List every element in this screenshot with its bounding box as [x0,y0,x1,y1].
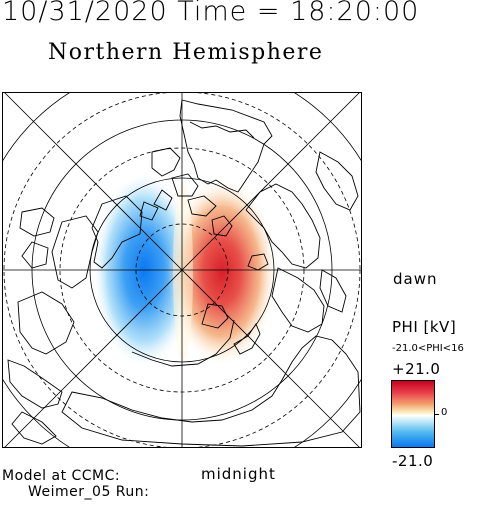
run-label: Weimer_05 Run: [28,484,150,500]
model-label: Model at CCMC: [2,468,121,484]
colorbar-range: -21.0<PHI<16 [392,343,464,354]
hemisphere-title: Northern Hemisphere [48,40,324,65]
colorbar-zero-label: 0 [441,407,448,418]
colorbar-min-label: -21.0 [392,452,434,470]
meridian-grid [2,92,362,448]
datetime-title: 10/31/2020 Time = 18:20:00 [2,0,420,27]
polar-map [2,92,362,448]
colorbar-max-label: +21.0 [392,360,441,378]
midnight-label: midnight [201,465,276,483]
colorbar-zero-tick [434,414,439,415]
colorbar-title: PHI [kV] [392,318,457,336]
dawn-potential-cell [168,180,276,364]
dawn-label: dawn [393,270,438,288]
colorbar [391,380,435,448]
